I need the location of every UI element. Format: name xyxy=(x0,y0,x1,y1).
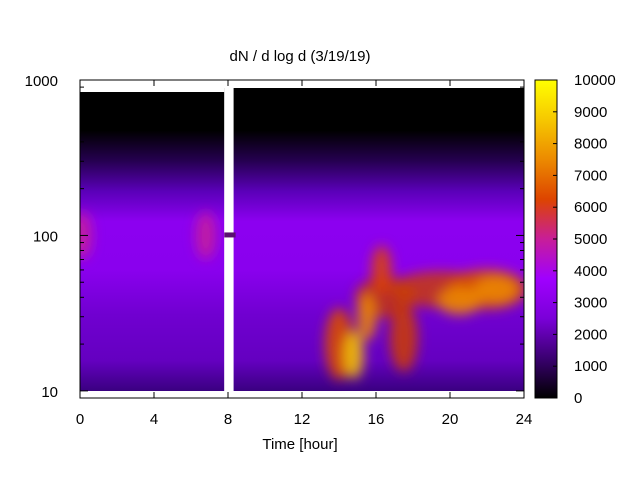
plot-area xyxy=(80,80,524,398)
x-tick-label: 16 xyxy=(368,411,385,428)
hotspot xyxy=(356,292,377,341)
y-tick-label: 1000 xyxy=(25,73,58,90)
colorbar-tick-label: 10000 xyxy=(574,72,616,89)
heatmap-background-right xyxy=(233,88,524,391)
x-tick-label: 20 xyxy=(442,411,459,428)
colorbar-tick-label: 2000 xyxy=(574,326,607,343)
hotspot xyxy=(343,331,364,380)
colorbar-tick-label: 4000 xyxy=(574,263,607,280)
colorbar-tick-label: 5000 xyxy=(574,231,607,248)
x-tick-label: 24 xyxy=(516,411,533,428)
colorbar-tick-label: 1000 xyxy=(574,358,607,375)
colorbar-tick-label: 9000 xyxy=(574,104,607,121)
hotspot-layer xyxy=(80,211,524,381)
colorbar-tick-label: 0 xyxy=(574,390,582,407)
missing-data-top-right xyxy=(233,80,524,88)
missing-data-top-left xyxy=(80,80,225,92)
colorbar-tick-label: 7000 xyxy=(574,167,607,184)
colorbar-tick-label: 3000 xyxy=(574,295,607,312)
x-tick-label: 0 xyxy=(76,411,84,428)
hotspot xyxy=(371,245,392,294)
data-gap xyxy=(224,80,234,398)
axes: 0 4 8 12 16 20 24 10 100 1000 xyxy=(25,73,533,428)
colorbar: 0 1000 2000 3000 4000 5000 6000 7000 8000 9000 100… xyxy=(534,72,616,407)
gap-marker xyxy=(224,232,236,238)
x-tick-label: 8 xyxy=(224,411,232,428)
colorbar-tick-label: 8000 xyxy=(574,136,607,153)
colorbar-tick-label: 6000 xyxy=(574,199,607,216)
y-tick-label: 10 xyxy=(41,384,58,401)
hotspot xyxy=(474,275,519,304)
chart-title: dN / d log d (3/19/19) xyxy=(230,48,371,65)
x-tick-label: 12 xyxy=(294,411,311,428)
y-tick-label: 100 xyxy=(33,228,58,245)
x-axis-label: Time [hour] xyxy=(262,436,337,453)
hotspot xyxy=(195,211,216,260)
hotspot xyxy=(437,286,482,315)
heatmap-field xyxy=(80,80,524,398)
x-tick-label: 4 xyxy=(150,411,158,428)
hotspot xyxy=(389,303,418,372)
